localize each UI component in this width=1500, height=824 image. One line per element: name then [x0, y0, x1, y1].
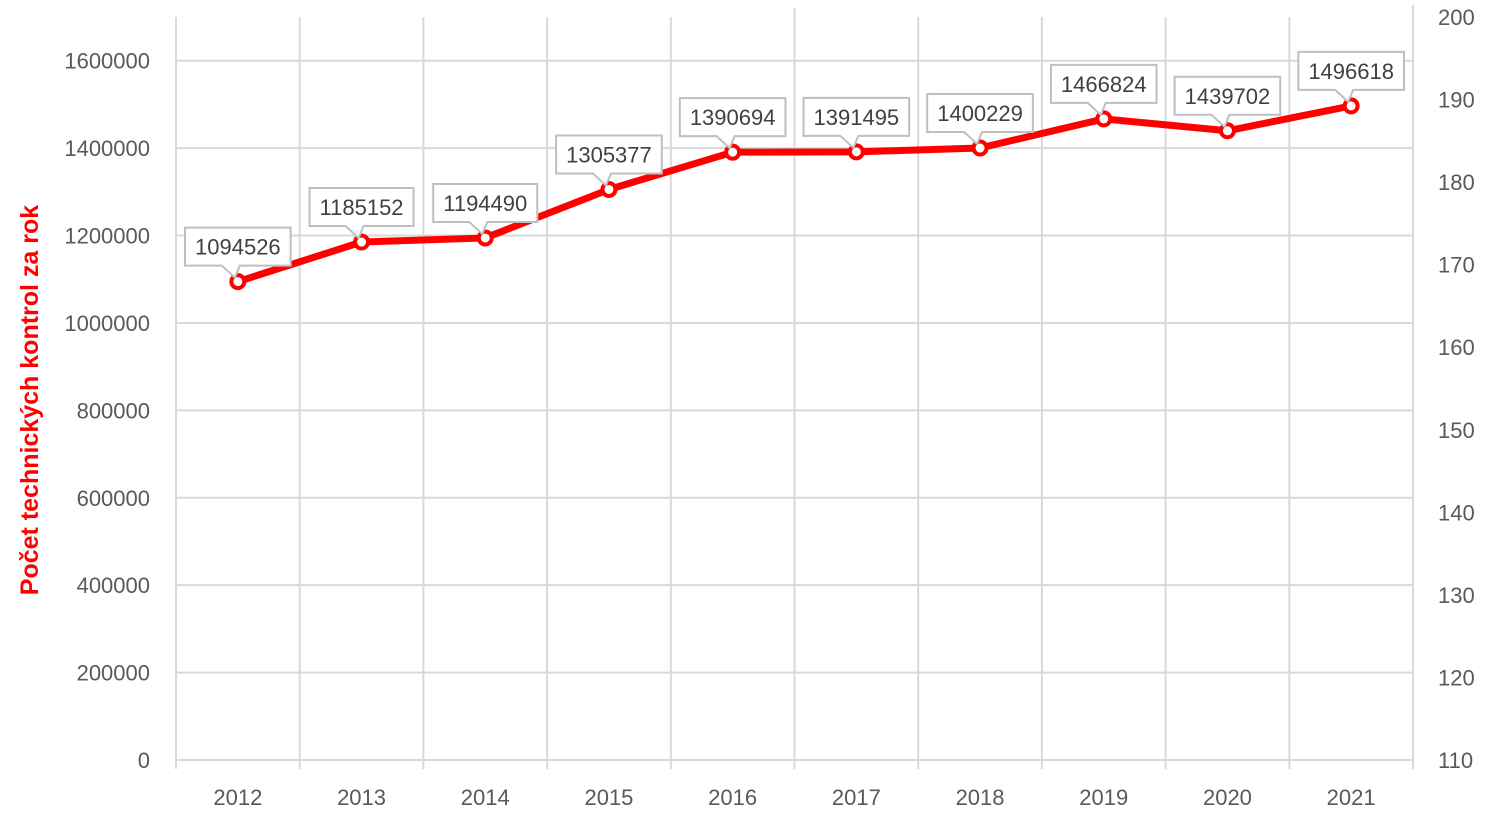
y-tick-label: 1600000 — [64, 49, 150, 74]
data-label: 1185152 — [320, 195, 404, 220]
y2-tick-label: 120 — [1438, 665, 1475, 690]
x-tick-label: 2016 — [708, 785, 757, 810]
y2-tick-label: 130 — [1438, 583, 1475, 608]
data-label: 1496618 — [1308, 59, 1394, 84]
y-tick-label: 1000000 — [64, 311, 150, 336]
x-tick-label: 2015 — [584, 785, 633, 810]
data-label: 1094526 — [195, 235, 281, 260]
y-tick-label: 400000 — [77, 573, 150, 598]
y-tick-label: 800000 — [77, 398, 150, 423]
y2-tick-label: 150 — [1438, 418, 1475, 443]
y2-tick-label: 170 — [1438, 253, 1475, 278]
data-label: 1194490 — [443, 191, 527, 216]
data-label: 1305377 — [566, 142, 652, 167]
y2-tick-label: 140 — [1438, 500, 1475, 525]
y2-tick-label: 180 — [1438, 170, 1475, 195]
data-label: 1466824 — [1061, 72, 1147, 97]
y-tick-label: 600000 — [77, 486, 150, 511]
data-label: 1391495 — [814, 105, 900, 130]
y2-tick-label: 190 — [1438, 88, 1475, 113]
data-label-callout — [678, 97, 787, 150]
x-tick-label: 2017 — [832, 785, 881, 810]
x-tick-label: 2013 — [337, 785, 386, 810]
y-tick-label: 1200000 — [64, 224, 150, 249]
axes — [175, 5, 1414, 769]
y2-tick-label: 160 — [1438, 335, 1475, 360]
x-tick-label: 2018 — [956, 785, 1005, 810]
series-line-path — [234, 102, 1355, 286]
data-label-callout — [308, 187, 415, 240]
y-axis-ticks: 0 200000 400000 600000 800000 1000000 1200000 1… — [64, 49, 150, 773]
y2-tick-label: 200 — [1438, 5, 1475, 30]
x-tick-label: 2019 — [1079, 785, 1128, 810]
data-label: 1439702 — [1185, 84, 1271, 109]
x-tick-label: 2021 — [1327, 785, 1376, 810]
y-tick-label: 0 — [138, 748, 150, 773]
data-label-callout — [802, 96, 911, 150]
x-tick-label: 2014 — [461, 785, 510, 810]
x-tick-label: 2012 — [213, 785, 262, 810]
gridlines — [176, 8, 1413, 760]
data-labels: 1094526 1185152 1194490 1305377 1390694 13914… — [184, 50, 1405, 280]
y2-tick-label: 110 — [1438, 748, 1473, 773]
data-label-callout — [432, 182, 539, 236]
data-label-callout — [1049, 63, 1158, 117]
data-label-callout — [555, 134, 663, 188]
series-line — [234, 102, 1355, 286]
data-label: 1390694 — [690, 105, 776, 130]
y-tick-label: 1400000 — [64, 136, 150, 161]
data-label: 1400229 — [937, 101, 1023, 126]
data-label-callout — [184, 226, 292, 280]
data-label-callout — [1297, 50, 1405, 104]
secondary-y-axis-ticks: 110 120 130 140 150 160 170 180 190 200 — [1438, 5, 1475, 773]
y-tick-label: 200000 — [77, 661, 150, 686]
data-label-callout — [926, 93, 1034, 146]
data-label-callout — [1173, 75, 1282, 129]
x-axis-ticks: 2012 2013 2014 2015 2016 2017 2018 2019 2020 2021 — [213, 785, 1375, 810]
x-tick-label: 2020 — [1203, 785, 1252, 810]
y-axis-title: Počet technických kontrol za rok — [16, 205, 44, 595]
